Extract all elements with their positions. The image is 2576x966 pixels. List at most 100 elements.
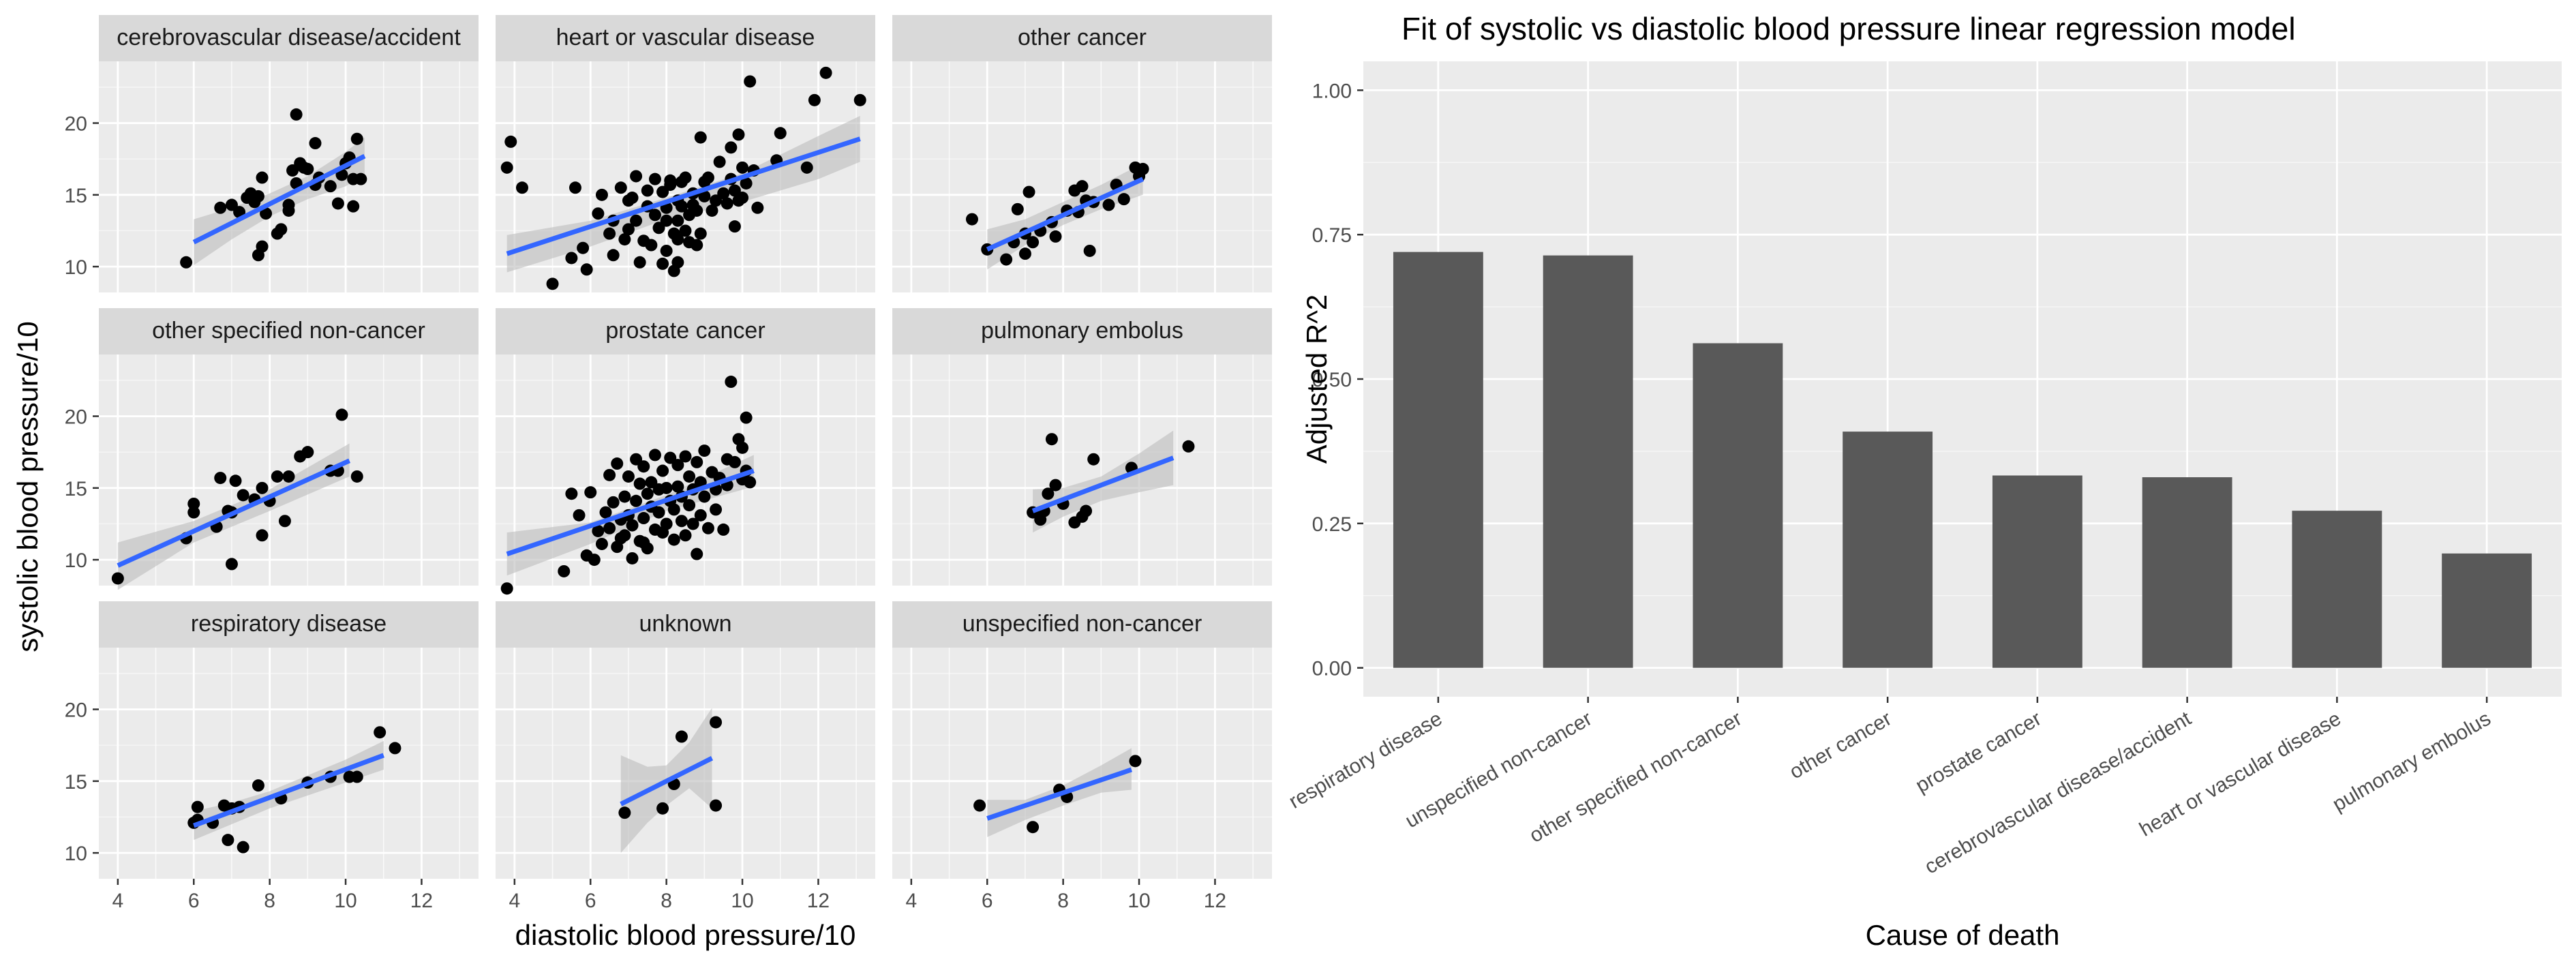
data-point [389, 742, 401, 755]
facet-panel-background [892, 648, 1272, 879]
data-point [691, 239, 703, 252]
data-point [350, 470, 363, 483]
x-tick-label: 10 [1127, 890, 1150, 912]
y-tick-label: 0.75 [1312, 224, 1352, 247]
data-point [694, 227, 707, 240]
data-point [622, 223, 635, 236]
data-point [222, 834, 234, 847]
data-point [671, 214, 684, 227]
data-point [819, 66, 832, 79]
data-point [1018, 247, 1031, 260]
data-point [698, 190, 711, 202]
data-point [603, 227, 616, 240]
y-tick-label: 20 [65, 113, 87, 136]
x-axis-title: Cause of death [1866, 919, 2060, 951]
data-point [728, 220, 741, 233]
y-tick-label: 20 [65, 699, 87, 722]
data-point [965, 213, 978, 226]
data-point [237, 489, 249, 502]
y-axis-title: Adjusted R^2 [1301, 295, 1333, 464]
facet-panel: pulmonary embolus [892, 308, 1272, 586]
facet-strip-label: other specified non-cancer [152, 318, 425, 344]
data-point [751, 201, 764, 214]
x-tick-label: 8 [264, 890, 275, 912]
data-point [1011, 202, 1024, 215]
data-point [736, 441, 749, 454]
chart-title: Fit of systolic vs diastolic blood press… [1401, 11, 2296, 46]
data-point [558, 564, 571, 577]
x-tick-label: 10 [334, 890, 357, 912]
data-point [626, 192, 639, 205]
y-tick-label: 15 [65, 771, 87, 794]
data-point [309, 137, 322, 150]
data-point [630, 214, 643, 227]
data-point [1049, 479, 1062, 492]
x-tick-label: 8 [1057, 890, 1069, 912]
data-point [595, 188, 608, 201]
data-point [637, 512, 650, 525]
facet-panel: other specified non-cancer 10 15 20 [65, 308, 479, 590]
data-point [278, 515, 291, 528]
data-point [671, 480, 684, 493]
y-tick-label: 0.00 [1312, 658, 1352, 680]
data-point [710, 799, 723, 812]
data-point [592, 207, 605, 220]
data-point [679, 529, 692, 542]
data-point [301, 446, 314, 459]
facet-panel: cerebrovascular disease/accident 10 15 20 [65, 15, 479, 292]
data-point [732, 128, 745, 141]
data-point [569, 181, 581, 194]
data-point [546, 277, 559, 290]
data-point [774, 127, 787, 140]
data-point [626, 519, 639, 532]
data-point [1080, 504, 1093, 517]
facet-strip-label: pulmonary embolus [981, 318, 1183, 344]
data-point [354, 172, 367, 185]
x-tick-label: 4 [906, 890, 918, 912]
data-point [701, 522, 714, 534]
facet-strip-label: unknown [639, 611, 731, 637]
x-tick-label: 4 [509, 890, 521, 912]
facet-strip [99, 601, 479, 648]
facet-strip-label: cerebrovascular disease/accident [117, 25, 461, 50]
regression-line [192, 153, 366, 245]
y-axis-title: systolic blood pressure/10 [12, 321, 44, 652]
data-point [256, 529, 269, 542]
facet-strip-label: unspecified non-cancer [963, 611, 1202, 637]
regression-line [1031, 455, 1175, 513]
facet-panel-background [892, 354, 1272, 586]
data-point [588, 554, 601, 567]
data-point [282, 204, 295, 217]
data-point [706, 204, 718, 217]
data-point [301, 162, 314, 175]
facet-panel-background [892, 61, 1272, 292]
data-point [565, 487, 578, 500]
data-point [656, 464, 669, 477]
data-point [374, 726, 387, 739]
x-tick-label: prostate cancer [1912, 707, 2046, 797]
data-point [350, 770, 363, 783]
x-tick-label: 4 [112, 890, 124, 912]
data-point [694, 131, 707, 144]
facet-panel-background [99, 61, 479, 292]
data-point [667, 503, 680, 516]
data-point [698, 444, 711, 457]
data-point [630, 494, 643, 507]
x-tick-label: respiratory disease [1285, 707, 1446, 813]
regression-line [193, 753, 384, 828]
facet-strip [99, 308, 479, 354]
facet-strip [892, 308, 1272, 354]
x-tick-label: 10 [731, 890, 753, 912]
data-point [648, 209, 661, 222]
facet-panel: prostate cancer [496, 308, 875, 595]
data-point [645, 239, 658, 252]
data-point [671, 233, 684, 246]
data-point [595, 537, 608, 550]
y-tick-label: 0.25 [1312, 513, 1352, 536]
data-point [710, 503, 723, 516]
facet-strip [99, 15, 479, 61]
x-tick-label: 6 [188, 890, 200, 912]
data-point [229, 474, 242, 487]
data-point [736, 192, 749, 205]
y-tick-label: 1.00 [1312, 80, 1352, 102]
